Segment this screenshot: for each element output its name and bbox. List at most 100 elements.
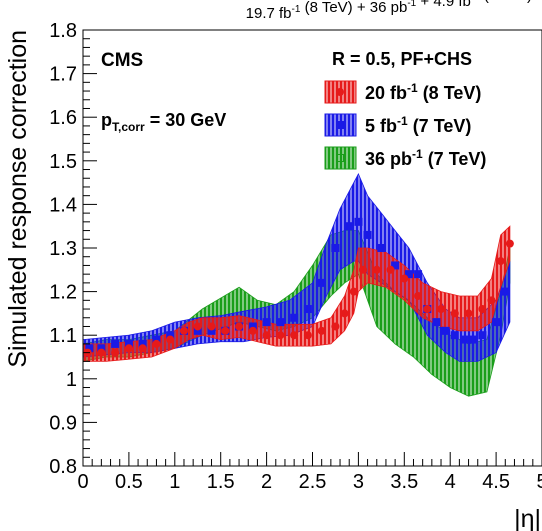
- y-tick-label: 1.2: [49, 282, 77, 304]
- data-point: [423, 305, 432, 314]
- data-point: [290, 331, 299, 340]
- data-point: [207, 326, 216, 335]
- header-text: 19.7 fb-1 (8 TeV) + 36 pb-1 + 4.9 fb-1 (…: [246, 0, 532, 22]
- y-tick-label: 1.6: [49, 107, 77, 129]
- data-point: [340, 309, 349, 318]
- axis-tick-labels: 0 0.5 1 1.5 2 2.5 3 3.5 4 4.5 5 0.8 0.9 1 1.1 1.2 1.3 1.4…: [49, 20, 542, 493]
- data-point: [372, 265, 381, 274]
- data-point: [414, 270, 423, 279]
- data-point: [152, 339, 161, 348]
- data-point: [248, 326, 257, 335]
- data-point: [124, 344, 133, 353]
- data-point: [377, 244, 386, 252]
- data-point: [248, 322, 257, 331]
- data-point: [331, 244, 340, 252]
- legend-marker: [336, 154, 344, 162]
- data-point: [358, 265, 367, 274]
- data-point: [450, 331, 459, 340]
- data-point: [262, 318, 271, 327]
- y-axis-label: Simulated response correction: [4, 30, 32, 368]
- uncertainty-bands: [82, 172, 511, 397]
- data-point: [478, 331, 487, 340]
- data-point: [193, 326, 202, 335]
- data-point: [290, 313, 299, 322]
- data-point: [363, 230, 372, 239]
- y-tick-label: 1.4: [49, 194, 77, 216]
- x-tick-label: 0.5: [115, 471, 143, 493]
- y-tick-label: 1.1: [49, 325, 77, 347]
- data-point: [207, 322, 216, 331]
- x-tick-label: 2: [261, 471, 272, 493]
- data-point: [354, 217, 363, 226]
- data-point: [437, 305, 446, 314]
- data-point: [487, 296, 496, 305]
- y-tick-label: 0.9: [49, 412, 77, 434]
- data-point: [404, 270, 413, 279]
- data-point: [276, 318, 285, 327]
- data-point: [505, 239, 514, 248]
- data-point: [345, 222, 354, 231]
- data-point: [441, 326, 450, 335]
- data-point: [459, 335, 468, 344]
- x-tick-label: 4: [445, 471, 456, 493]
- data-point: [432, 318, 441, 327]
- pt-label: pT,corr = 30 GeV: [101, 110, 226, 134]
- band-2: [82, 225, 511, 362]
- legend-entry: 36 pb-1 (7 TeV): [324, 146, 486, 170]
- data-point: [138, 339, 147, 348]
- data-point: [276, 331, 285, 340]
- data-point: [349, 287, 358, 296]
- legend-entry: 20 fb-1 (8 TeV): [324, 80, 481, 104]
- legend-label: 5 fb-1 (7 TeV): [365, 114, 471, 136]
- x-axis-label: |η|: [514, 505, 541, 531]
- data-points: [83, 217, 514, 357]
- data-point: [317, 278, 326, 287]
- legend-marker: [336, 88, 344, 96]
- x-tick-label: 3: [353, 471, 364, 493]
- data-point: [85, 344, 94, 353]
- data-point: [152, 335, 161, 344]
- data-point: [138, 344, 147, 353]
- data-point: [414, 291, 423, 300]
- data-point: [111, 339, 120, 348]
- y-tick-label: 1.5: [49, 151, 77, 173]
- legend-label: 36 pb-1 (7 TeV): [365, 147, 486, 169]
- data-point: [124, 339, 133, 348]
- x-tick-label: 0: [77, 471, 88, 493]
- data-point: [303, 331, 312, 340]
- data-point: [331, 322, 340, 331]
- x-tick-label: 5: [536, 471, 542, 493]
- x-tick-label: 4.5: [482, 471, 510, 493]
- data-point: [317, 326, 326, 335]
- y-tick-label: 1.8: [49, 20, 77, 42]
- data-point: [303, 305, 312, 314]
- data-point: [193, 322, 202, 331]
- x-tick-label: 2.5: [299, 471, 327, 493]
- legend-title: R = 0.5, PF+CHS: [332, 49, 472, 69]
- x-tick-label: 3.5: [390, 471, 418, 493]
- data-point: [400, 274, 409, 283]
- data-point: [262, 331, 271, 340]
- data-point: [492, 318, 501, 327]
- y-tick-label: 1.7: [49, 64, 77, 86]
- data-point: [391, 261, 400, 270]
- legend-swatch: [324, 146, 357, 170]
- data-point: [166, 331, 175, 340]
- y-tick-label: 1.3: [49, 238, 77, 260]
- data-point: [469, 335, 478, 344]
- data-point: [464, 309, 473, 318]
- data-point: [478, 305, 487, 314]
- y-tick-label: 1: [66, 369, 77, 391]
- legend: 20 fb-1 (8 TeV) 5 fb-1 (7 TeV) 36 pb-1 (7 …: [324, 80, 486, 170]
- legend-label: 20 fb-1 (8 TeV): [365, 81, 481, 103]
- data-point: [496, 257, 505, 266]
- data-point: [221, 326, 230, 335]
- data-point: [166, 335, 175, 344]
- data-point: [179, 326, 188, 335]
- y-tick-label: 0.8: [49, 456, 77, 478]
- axis-ticks: [82, 29, 542, 467]
- x-tick-label: 1: [169, 471, 180, 493]
- data-point: [450, 309, 459, 318]
- legend-marker: [336, 121, 344, 129]
